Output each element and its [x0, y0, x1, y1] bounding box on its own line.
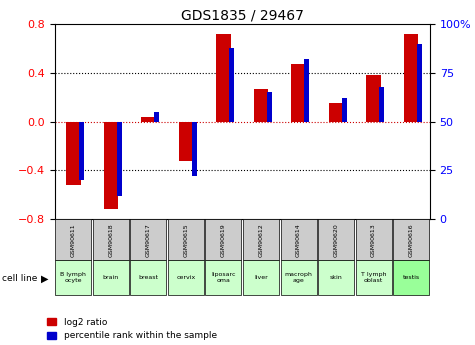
Text: GSM90617: GSM90617 [146, 223, 151, 257]
Bar [104, 122, 118, 209]
Text: T lymph
oblast: T lymph oblast [361, 272, 386, 283]
Bar [93, 219, 129, 260]
Text: skin: skin [330, 275, 342, 280]
Bar [243, 219, 279, 260]
Bar [141, 117, 156, 122]
Bar [281, 219, 316, 260]
Bar [393, 260, 429, 295]
Text: GSM90612: GSM90612 [258, 223, 264, 257]
Text: liver: liver [254, 275, 268, 280]
Bar [93, 260, 129, 295]
Bar [356, 219, 391, 260]
Bar [393, 219, 429, 260]
Bar [179, 122, 193, 161]
Bar [267, 92, 272, 122]
Bar [380, 87, 384, 122]
Bar [192, 122, 197, 176]
Bar [117, 122, 122, 196]
Bar [318, 219, 354, 260]
Bar [206, 260, 241, 295]
Bar [366, 75, 381, 122]
Text: macroph
age: macroph age [285, 272, 313, 283]
Text: B lymph
ocyte: B lymph ocyte [60, 272, 86, 283]
Bar [243, 260, 279, 295]
Bar [318, 260, 354, 295]
Bar [56, 260, 91, 295]
Bar [216, 34, 231, 122]
Legend: log2 ratio, percentile rank within the sample: log2 ratio, percentile rank within the s… [48, 318, 217, 341]
Bar [404, 34, 418, 122]
Bar [168, 219, 204, 260]
Bar [342, 98, 347, 122]
Bar [229, 48, 234, 122]
Text: GSM90614: GSM90614 [296, 223, 301, 257]
Bar [417, 44, 422, 122]
Text: cell line: cell line [2, 274, 38, 283]
Bar [66, 122, 81, 185]
Bar [131, 219, 166, 260]
Text: GSM90613: GSM90613 [371, 223, 376, 257]
Bar [154, 112, 159, 122]
Bar [131, 260, 166, 295]
Text: GSM90620: GSM90620 [333, 223, 339, 257]
Bar [206, 219, 241, 260]
Bar [291, 65, 306, 122]
Bar [281, 260, 316, 295]
Text: GSM90618: GSM90618 [108, 223, 114, 257]
Text: breast: breast [138, 275, 159, 280]
Title: GDS1835 / 29467: GDS1835 / 29467 [181, 9, 304, 23]
Bar [329, 104, 343, 122]
Bar [56, 219, 91, 260]
Bar [356, 260, 391, 295]
Text: GSM90611: GSM90611 [71, 223, 76, 257]
Text: cervix: cervix [176, 275, 196, 280]
Bar [304, 59, 309, 122]
Text: testis: testis [402, 275, 420, 280]
Text: GSM90615: GSM90615 [183, 223, 189, 257]
Text: GSM90619: GSM90619 [221, 223, 226, 257]
Text: ▶: ▶ [41, 274, 49, 284]
Text: brain: brain [103, 275, 119, 280]
Bar [254, 89, 268, 122]
Bar [168, 260, 204, 295]
Text: GSM90616: GSM90616 [408, 223, 414, 257]
Bar [79, 122, 84, 180]
Text: liposarc
oma: liposarc oma [211, 272, 236, 283]
